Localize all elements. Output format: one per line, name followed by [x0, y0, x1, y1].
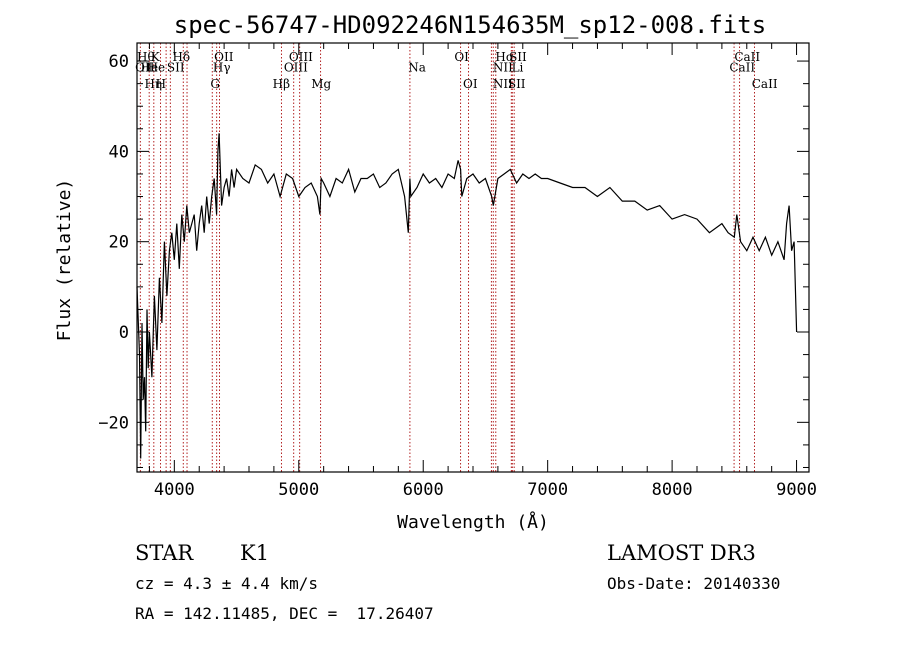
- line-label-27: CaII: [752, 77, 778, 91]
- x-tick-label-9000: 9000: [776, 480, 817, 500]
- x-axis-ticks: 4000 5000 6000 7000 8000 9000: [148, 43, 817, 500]
- spectrum-series: [136, 133, 798, 459]
- y-tick-label-60: 60: [109, 52, 129, 72]
- plot-frame: [136, 42, 810, 473]
- line-label-23: NII: [493, 77, 513, 91]
- obs-date: Obs-Date: 20140330: [607, 574, 781, 593]
- line-label-12: OIII: [289, 50, 313, 64]
- coordinates: RA = 142.11485, DEC = 17.26407: [135, 604, 434, 623]
- x-tick-label-7000: 7000: [527, 480, 568, 500]
- line-label-15: Mg: [311, 77, 331, 91]
- y-tick-label-20: 20: [109, 233, 129, 253]
- line-label-7: Hδ: [172, 50, 190, 64]
- line-label-11: G: [210, 77, 220, 91]
- line-label-21: NII: [493, 61, 513, 75]
- line-label-4: K: [151, 50, 161, 64]
- line-label-24: SII: [508, 77, 526, 91]
- x-axis-label: Wavelength (Å): [397, 511, 549, 533]
- line-label-22: Li: [512, 61, 524, 75]
- y-tick-label-0: 0: [119, 323, 129, 343]
- line-label-26: CaII: [729, 61, 755, 75]
- line-label-1: OII: [135, 61, 155, 75]
- line-label-14: Hβ: [273, 77, 290, 91]
- line-label-17: OI: [454, 50, 469, 64]
- x-tick-label-4000: 4000: [154, 480, 195, 500]
- x-tick-label-6000: 6000: [403, 480, 444, 500]
- spectral-line-markers: [139, 43, 755, 472]
- spectrum-chart: spec-56747-HD092246N154635M_sp12-008.fit…: [54, 11, 817, 533]
- survey-label: LAMOST DR3: [607, 541, 756, 565]
- line-label-18: OI: [463, 77, 478, 91]
- line-label-9: OII: [214, 50, 234, 64]
- x-tick-label-5000: 5000: [278, 480, 319, 500]
- line-label-19: Hα: [495, 50, 514, 64]
- line-label-2: He: [140, 61, 158, 75]
- line-label-6: H: [156, 77, 166, 91]
- line-label-13: OIII: [284, 61, 308, 75]
- y-tick-label--20: −20: [98, 413, 129, 433]
- line-label-3: Hη: [144, 77, 162, 91]
- line-label-10: Hγ: [213, 61, 231, 75]
- x-tick-label-8000: 8000: [652, 480, 693, 500]
- object-class: STAR: [135, 541, 194, 565]
- line-label-8: SII: [167, 61, 185, 75]
- line-label-0: Hθ: [137, 50, 155, 64]
- line-label-20: SII: [509, 50, 527, 64]
- y-axis-ticks: −20 0 20 40 60: [98, 52, 809, 468]
- line-label-5: He: [148, 61, 166, 75]
- chart-title: spec-56747-HD092246N154635M_sp12-008.fit…: [174, 11, 766, 39]
- line-label-16: Na: [408, 61, 426, 75]
- line-label-25: CaII: [734, 50, 760, 64]
- y-tick-label-40: 40: [109, 142, 129, 162]
- y-axis-label: Flux (relative): [54, 179, 75, 342]
- object-subclass: K1: [240, 541, 270, 565]
- cz-value: cz = 4.3 ± 4.4 km/s: [135, 574, 319, 593]
